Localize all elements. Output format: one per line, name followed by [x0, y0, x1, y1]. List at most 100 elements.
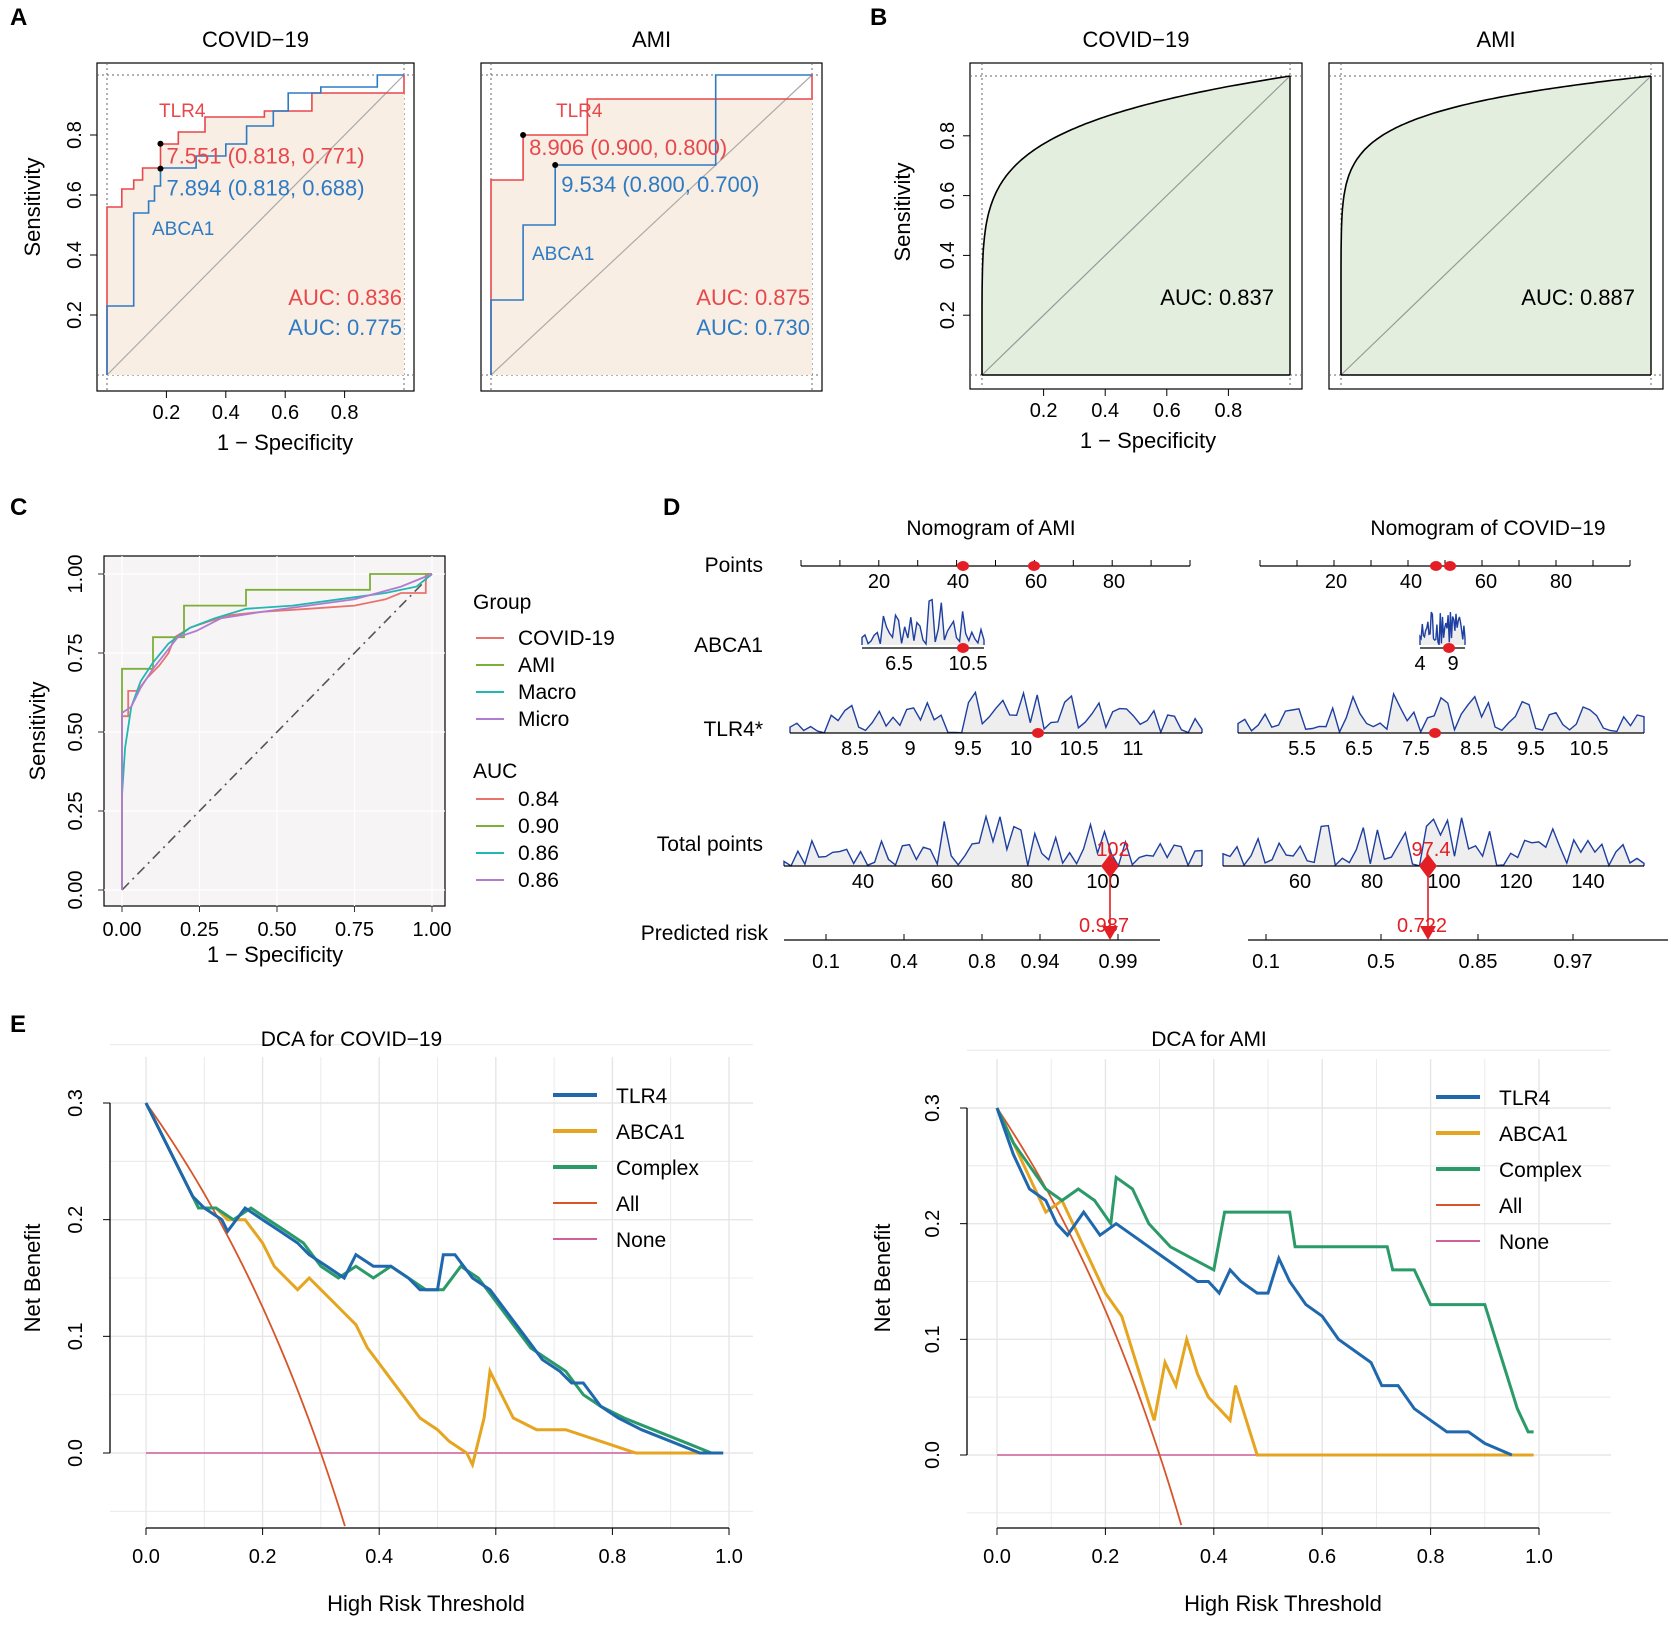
total-marker	[1419, 854, 1437, 878]
row-label-2: TLR4*	[703, 718, 763, 741]
risk-value: 0.722	[1397, 915, 1447, 937]
diagonal	[981, 75, 1291, 376]
legend-item-2: Complex	[616, 1157, 699, 1180]
tlr4-tick-label: 6.5	[1345, 738, 1373, 760]
legend-auc-0: 0.84	[518, 788, 559, 811]
total-tick-label: 40	[852, 871, 874, 893]
abca1-auc: AUC: 0.730	[696, 315, 810, 340]
tlr4-curve	[995, 1107, 1513, 1457]
plot-frame	[1328, 62, 1664, 390]
plot-area	[103, 555, 446, 907]
abca1-marker	[1443, 643, 1455, 653]
y-tick-label: 0.6	[64, 181, 86, 209]
panel-label-d: D	[663, 494, 680, 521]
risk-tick-label: 0.1	[812, 951, 840, 973]
plot-frame	[96, 62, 415, 392]
points-tick-label: 20	[868, 571, 890, 593]
y-axis-label: Sensitivity	[890, 162, 915, 261]
y-tick-label: 1.00	[65, 555, 87, 594]
plot-title: AMI	[1476, 27, 1515, 52]
tlr4-marker	[1429, 728, 1441, 738]
risk-tick-label: 0.4	[890, 951, 918, 973]
panel-label-a: A	[10, 4, 27, 31]
x-tick-label: 0.2	[1091, 1546, 1119, 1568]
y-tick-label: 0.3	[65, 1089, 87, 1117]
tlr4-tick-label: 7.5	[1402, 738, 1430, 760]
x-axis-label: High Risk Threshold	[327, 1591, 525, 1616]
tlr4-tick-label: 10.5	[1570, 738, 1609, 760]
x-tick-label: 1.00	[413, 919, 452, 941]
x-tick-label: 0.2	[249, 1546, 277, 1568]
total-tick-label: 80	[1361, 871, 1383, 893]
tlr4-tick-label: 8.5	[1460, 738, 1488, 760]
abca1-cut-point	[157, 165, 164, 172]
legend-group-2: Macro	[518, 681, 576, 704]
legend-group-0: COVID-19	[518, 627, 615, 650]
legend-group-3: Micro	[518, 708, 569, 731]
plot-title: AMI	[632, 27, 671, 52]
total-tick-label: 60	[1289, 871, 1311, 893]
total-tick-label: 140	[1571, 871, 1604, 893]
legend-item-4: None	[1499, 1231, 1549, 1254]
total-tick-label: 100	[1427, 871, 1460, 893]
y-axis-label: Sensitivity	[25, 681, 50, 780]
abca1-curve	[106, 74, 404, 375]
x-tick-label: 0.2	[1030, 400, 1058, 422]
legend-auc-2: 0.86	[518, 842, 559, 865]
x-axis-label: 1 − Specificity	[1080, 428, 1216, 453]
risk-tick-label: 0.94	[1021, 951, 1060, 973]
x-tick-label: 1.0	[715, 1546, 743, 1568]
tlr4-tick-label: 10.5	[1060, 738, 1099, 760]
y-axis-label: Net Benefit	[870, 1224, 895, 1333]
y-tick-label: 0.2	[64, 301, 86, 329]
x-tick-label: 0.4	[1091, 400, 1119, 422]
abca1-curve	[490, 74, 812, 375]
total-tick-label: 80	[1011, 871, 1033, 893]
nomogram-title: Nomogram of COVID−19	[1370, 517, 1605, 540]
plot-frame	[969, 62, 1303, 390]
legend-item-1: ABCA1	[1499, 1123, 1568, 1146]
risk-tick-label: 0.97	[1554, 951, 1593, 973]
risk-tick-label: 0.5	[1367, 951, 1395, 973]
tlr4-density	[1237, 691, 1645, 734]
x-tick-label: 0.2	[152, 402, 180, 424]
x-axis-label: 1 − Specificity	[217, 430, 353, 455]
abca1-label: ABCA1	[152, 219, 214, 240]
points-tick-label: 60	[1475, 571, 1497, 593]
legend-item-2: Complex	[1499, 1159, 1582, 1182]
legend-auc-1: 0.90	[518, 815, 559, 838]
x-tick-label: 0.00	[103, 919, 142, 941]
total-density	[783, 813, 1203, 868]
nomogram-title: Nomogram of AMI	[906, 517, 1075, 540]
tlr4-tick-label: 9.5	[1517, 738, 1545, 760]
y-tick-label: 0.0	[922, 1441, 944, 1469]
panel-label-b: B	[870, 4, 887, 31]
tlr4-auc: AUC: 0.875	[696, 285, 810, 310]
tlr4-auc: AUC: 0.836	[288, 285, 402, 310]
tlr4-cut-point	[157, 140, 164, 147]
panel-label-e: E	[10, 1011, 26, 1038]
panel-a-roc: 7.551 (0.818, 0.771) 7.894 (0.818, 0.688)…	[20, 27, 823, 455]
tlr4-threshold-label: 7.551 (0.818, 0.771)	[166, 144, 364, 169]
y-axis-label: Net Benefit	[20, 1224, 45, 1333]
tlr4-curve	[106, 75, 405, 375]
y-tick-label: 0.1	[922, 1325, 944, 1353]
total-density	[1222, 817, 1645, 868]
abca1-density	[861, 598, 985, 646]
total-marker	[1101, 854, 1119, 878]
y-tick-label: 0.2	[937, 301, 959, 329]
risk-marker	[1102, 926, 1118, 940]
y-tick-label: 0.4	[64, 241, 86, 269]
diagonal	[1340, 75, 1652, 376]
diagonal	[121, 573, 433, 891]
plot-title: DCA for AMI	[1151, 1028, 1267, 1051]
points-tick-label: 20	[1325, 571, 1347, 593]
points-marker	[1444, 561, 1456, 571]
abca1-tick-label: 4	[1414, 653, 1425, 675]
y-tick-label: 0.0	[65, 1439, 87, 1467]
y-tick-label: 0.50	[65, 713, 87, 752]
abca1-tick-label: 9	[1447, 653, 1458, 675]
tlr4-density	[789, 690, 1203, 735]
tlr4-label: TLR4	[159, 101, 206, 122]
